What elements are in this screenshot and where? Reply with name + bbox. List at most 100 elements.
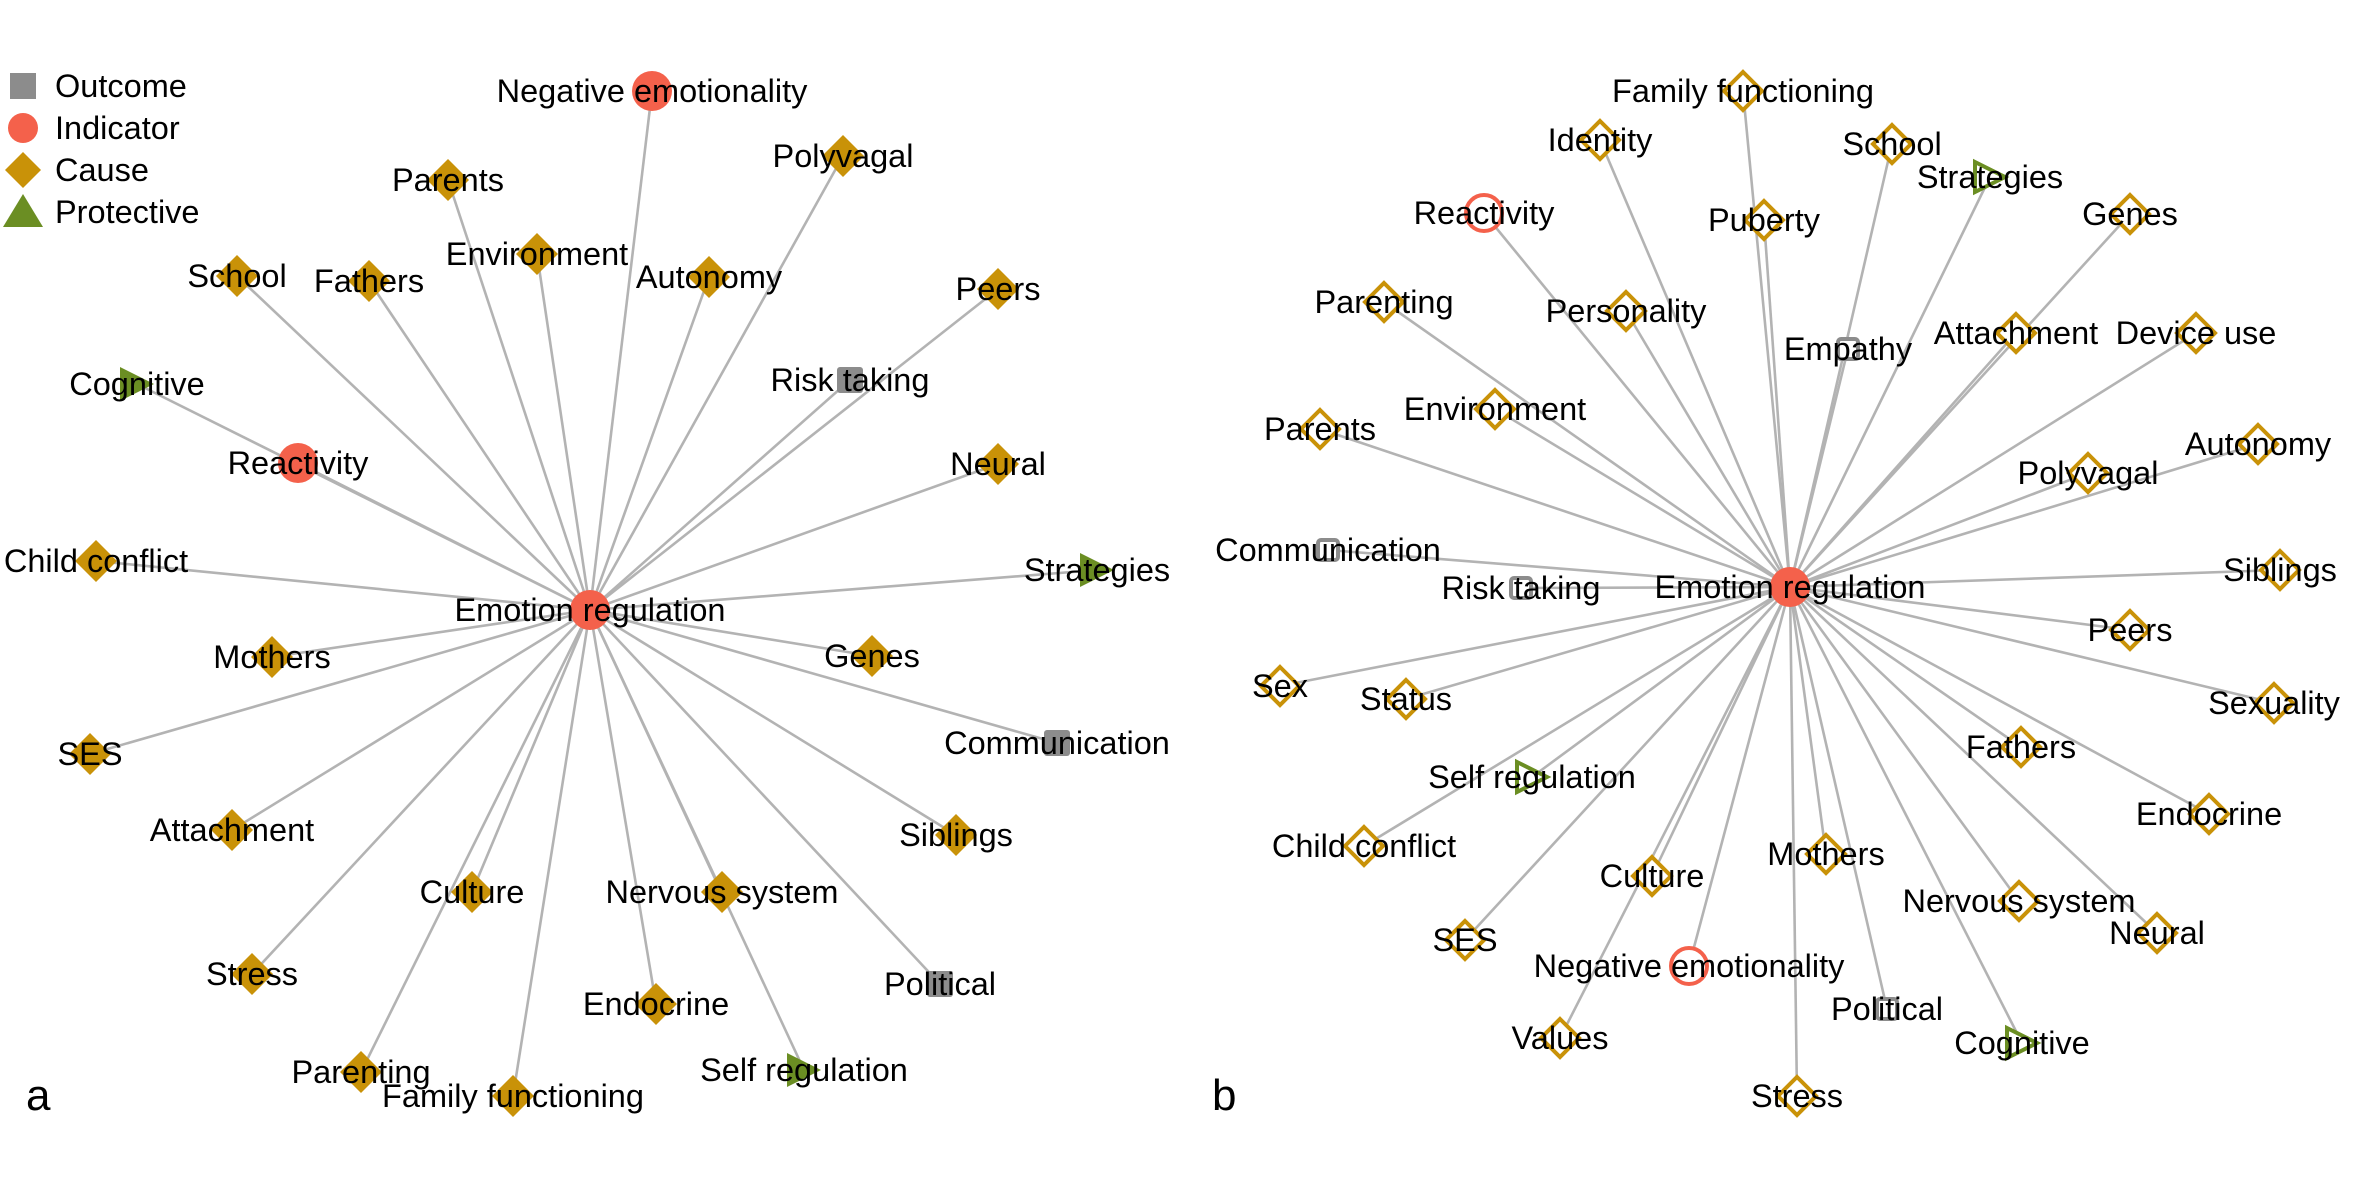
node-label-parenting: Parenting [291,1054,430,1090]
node-label-mothers: Mothers [1767,836,1884,872]
cause-node-peers [977,268,1019,310]
cause-node-nervous-system [701,871,743,913]
labels-panel-b: Family functioning Identity SchoolStrategi… [1215,73,2341,1114]
protective-node-self-regulation [787,1053,821,1087]
edge-peers [589,287,999,612]
cause-node-status [1384,677,1428,721]
node-label-genes: Genes [2082,196,2178,232]
node-label-polyvagal: Polyvagal [2018,455,2159,491]
node-label-autonomy: Autonomy [2185,426,2332,462]
node-label-peers: Peers [956,271,1041,307]
cause-node-parents [1298,407,1342,451]
node-label-negative-emotionality: Negative emotionality [1534,948,1845,984]
outcome-node-communication [1316,538,1340,562]
protective-node-strategies [1080,553,1114,587]
cause-node-ses [69,733,111,775]
cause-node-parents [427,159,469,201]
edge-political [589,609,941,985]
edge-risk-taking [1520,585,1791,590]
edge-environment [1494,407,1791,589]
node-label-sexuality: Sexuality [2208,685,2341,721]
edge-puberty [1762,219,1792,588]
center-label: Emotion regulation [455,592,726,628]
cause-node-siblings [935,814,977,856]
node-label-device-use: Device use [2116,315,2277,351]
panel-label-b: b [1212,1071,1236,1120]
node-label-risk-taking: Risk taking [771,362,930,398]
protective-node-cognitive [2005,1024,2042,1062]
labels-panel-a: Negative emotionality Parents Polyvagal Env… [4,73,1170,1114]
cause-node-attachment [211,809,253,851]
cause-node-autonomy [2236,422,2280,466]
cause-node-genes [851,635,893,677]
node-label-reactivity: Reactivity [228,445,370,481]
cause-node-device-use [2174,311,2218,355]
protective-node-cognitive [120,367,154,401]
edge-school [236,275,591,611]
node-label-neural: Neural [950,446,1046,482]
node-label-child-conflict: Child conflict [1272,828,1456,864]
edges-panel-a [89,90,1098,1097]
indicator-node-negative-emotionality [1669,946,1709,986]
edge-nervous-system [1788,586,2021,902]
cause-node-polyvagal [2066,451,2110,495]
cause-node-endocrine [2187,792,2231,836]
edge-parenting [359,609,592,1073]
network-panel-a: Negative emotionality Parents Polyvagal Env… [4,71,1170,1117]
cause-node-culture [1630,854,1674,898]
node-label-family-functioning: Family functioning [1612,73,1874,109]
edge-stress [1788,586,1799,1097]
edge-identity [1598,139,1792,588]
node-label-political: Political [1831,991,1943,1027]
node-label-personality: Personality [1546,293,1708,329]
cause-node-peers [2108,608,2152,652]
edge-culture [470,609,592,893]
center-label: Emotion regulation [1655,569,1926,605]
node-label-genes: Genes [824,638,920,674]
cause-node-personality [1604,289,1648,333]
edge-family-functioning [511,609,592,1097]
outcome-node-risk-taking [837,367,863,393]
panel-label-a: a [26,1071,51,1120]
edge-child-conflict [95,559,591,612]
node-label-autonomy: Autonomy [636,259,783,295]
cause-node-fathers [1999,725,2043,769]
node-label-self-regulation: Self regulation [700,1052,908,1088]
edge-cognitive [1788,586,2024,1044]
edge-communication [589,608,1058,745]
node-label-sex: Sex [1252,668,1308,704]
nodes-panel-a [69,71,1114,1117]
legend-outcome-icon [10,73,36,99]
edge-risk-taking [589,379,851,611]
node-label-puberty: Puberty [1708,202,1821,238]
legend-indicator-label: Indicator [55,110,180,146]
node-label-culture: Culture [420,874,525,910]
edge-parenting [1383,300,1791,589]
edge-values [1558,586,1792,1039]
node-label-family-functioning: Family functioning [382,1078,644,1114]
cause-node-ses [1443,918,1487,962]
node-label-parents: Parents [392,162,504,198]
node-label-culture: Culture [1600,858,1705,894]
cause-node-neural [2135,911,2179,955]
node-label-communication: Communication [1215,532,1441,568]
cause-node-polyvagal [822,135,864,177]
cause-node-mothers [1804,832,1848,876]
node-label-reactivity: Reactivity [1414,195,1556,231]
node-label-endocrine: Endocrine [2136,796,2282,832]
cause-node-neural [977,443,1019,485]
cause-node-values [1538,1016,1582,1060]
edge-self-regulation [1531,585,1791,779]
indicator-node-reactivity [1464,193,1504,233]
edge-parents [446,179,592,611]
edge-attachment [1789,332,2017,588]
edge-peers [1789,585,2131,632]
node-label-ses: SES [1432,922,1497,958]
cause-node-parenting [340,1051,382,1093]
node-label-stress: Stress [206,956,298,992]
node-label-nervous-system: Nervous system [1903,883,2136,919]
outcome-node-communication [1044,730,1070,756]
node-label-status: Status [1360,681,1452,717]
node-label-cognitive: Cognitive [69,366,205,402]
node-label-nervous-system: Nervous system [606,874,839,910]
